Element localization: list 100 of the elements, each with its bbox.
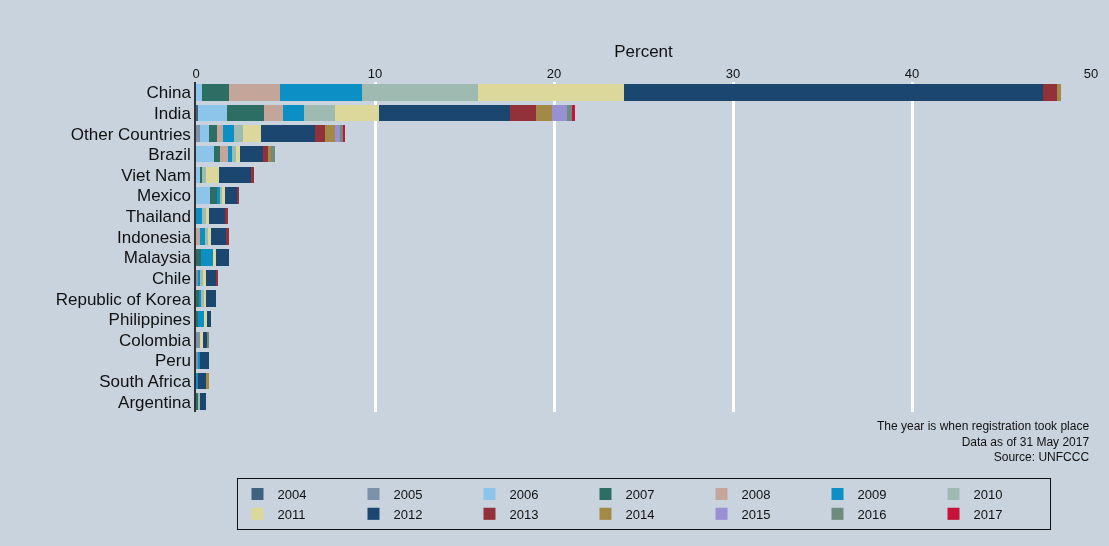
- bar: [477, 84, 624, 101]
- bar: [196, 228, 200, 245]
- legend-label: 2006: [509, 487, 539, 503]
- bar: [200, 125, 210, 142]
- text: Data as of 31 May 2017: [961, 434, 1090, 449]
- bar: [197, 310, 205, 328]
- bar: [202, 84, 230, 101]
- legend-label: 2005: [393, 487, 423, 503]
- legend-label: 2007: [625, 487, 655, 503]
- bar: [263, 145, 269, 163]
- y-tick-label: Colombia: [119, 330, 192, 350]
- legend-label: 2008: [741, 487, 771, 503]
- y-tick-label: Brazil: [148, 145, 191, 165]
- bar: [222, 125, 234, 142]
- bar: [209, 207, 225, 225]
- y-tick-label: Malaysia: [123, 248, 192, 268]
- x-tick-label: 50: [1083, 66, 1099, 82]
- legend-label: 2012: [393, 506, 423, 522]
- bar: [361, 84, 478, 101]
- bar: [239, 145, 264, 163]
- bar: [206, 372, 209, 390]
- bar: [229, 84, 281, 101]
- bar: [261, 125, 316, 142]
- bar: [201, 249, 214, 266]
- bar: [204, 310, 207, 328]
- bar: [196, 249, 202, 266]
- legend-label: 2009: [857, 487, 887, 503]
- x-tick-label: 20: [546, 66, 562, 82]
- bar: [251, 166, 255, 184]
- bar: [315, 125, 325, 142]
- x-tick-label: 0: [192, 66, 200, 82]
- legend-label: 2011: [277, 506, 306, 522]
- bar: [204, 228, 208, 245]
- bar: [334, 125, 341, 142]
- bar: [233, 125, 243, 142]
- bar: [220, 145, 229, 163]
- y-tick-label: Thailand: [125, 207, 191, 227]
- y-tick-label: Mexico: [136, 186, 191, 206]
- bar: [510, 104, 537, 122]
- bar: [200, 352, 209, 369]
- bar: [226, 228, 230, 245]
- bar: [200, 393, 206, 410]
- legend-label: 2016: [857, 506, 887, 522]
- bar: [215, 249, 230, 266]
- y-tick-label: Argentina: [118, 392, 192, 412]
- bar: [196, 125, 201, 142]
- bar: [196, 331, 200, 349]
- bar: [219, 166, 252, 184]
- bar: [213, 145, 221, 163]
- y-tick-label: Other Countries: [70, 124, 191, 144]
- x-tick-label: 40: [904, 66, 920, 82]
- text: The year is when registration took place: [877, 419, 1090, 433]
- bar: [552, 104, 567, 122]
- bar: [205, 166, 220, 184]
- bar: [242, 125, 262, 142]
- bar: [378, 104, 511, 122]
- bar: [282, 104, 305, 122]
- bar: [1042, 84, 1057, 101]
- bar: [1056, 84, 1062, 101]
- y-tick-label: India: [153, 103, 192, 123]
- bar: [280, 84, 362, 101]
- bar: [216, 125, 223, 142]
- bar: [536, 104, 553, 122]
- legend-label: 2017: [973, 506, 1003, 522]
- y-tick-label: Chile: [152, 268, 191, 288]
- bar: [211, 228, 227, 245]
- bar: [227, 104, 265, 122]
- bar: [196, 187, 211, 204]
- y-tick-label: Viet Nam: [121, 165, 191, 185]
- legend-label: 2010: [973, 487, 1003, 503]
- bar: [224, 187, 238, 204]
- bar: [205, 290, 216, 307]
- bar: [205, 269, 217, 287]
- bar: [304, 104, 335, 122]
- y-tick-label: Republic of Korea: [55, 289, 192, 309]
- y-tick-label: Philippines: [108, 310, 191, 330]
- bar: [228, 145, 232, 163]
- legend-label: 2004: [277, 487, 307, 503]
- bar: [566, 104, 572, 122]
- y-tick-label: China: [146, 83, 192, 103]
- bar: [197, 104, 228, 122]
- x-tick-label: 10: [367, 66, 383, 82]
- bar: [196, 84, 203, 101]
- x-axis-title: Percent: [614, 41, 674, 61]
- source-note: Source: UNFCCC: [993, 450, 1090, 465]
- bar: [571, 104, 575, 122]
- bar: [196, 207, 203, 225]
- bar: [210, 187, 218, 204]
- bar: [199, 228, 205, 245]
- legend-label: 2013: [509, 506, 539, 522]
- bar: [264, 104, 283, 122]
- y-tick-label: South Africa: [99, 372, 192, 392]
- bar: [236, 145, 240, 163]
- bar: [334, 104, 379, 122]
- bar: [202, 207, 206, 225]
- legend-label: 2015: [741, 506, 771, 522]
- x-tick-label: 30: [725, 66, 741, 82]
- y-tick-label: Indonesia: [117, 227, 192, 247]
- legend-label: 2014: [625, 506, 655, 522]
- y-tick-label: Peru: [154, 351, 191, 371]
